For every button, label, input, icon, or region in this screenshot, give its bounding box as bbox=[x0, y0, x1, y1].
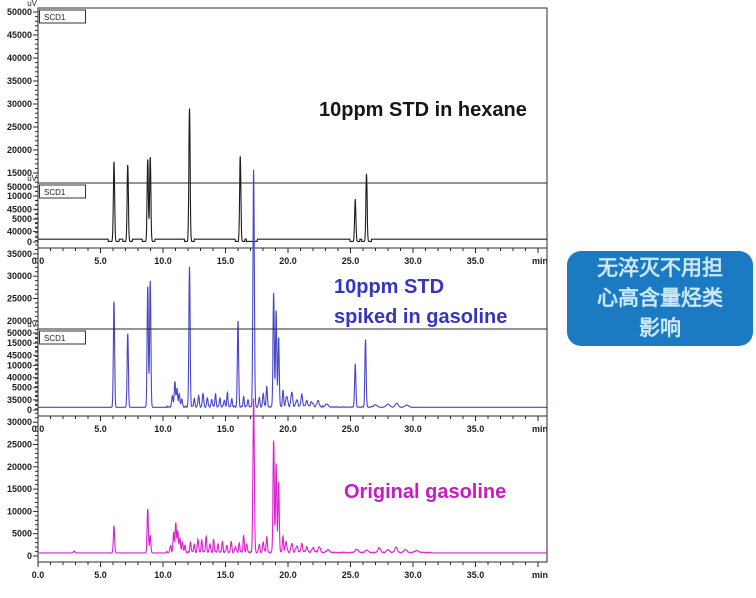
y-tick-label: 20000 bbox=[7, 316, 32, 326]
detector-badge bbox=[39, 9, 86, 24]
x-tick-label: 10.0 bbox=[154, 256, 172, 266]
x-tick-label: 20.0 bbox=[279, 424, 297, 434]
y-tick-label: 25000 bbox=[7, 294, 32, 304]
x-tick-label: 5.0 bbox=[94, 424, 107, 434]
y-tick-label: 15000 bbox=[7, 168, 32, 178]
y-tick-label: 15000 bbox=[7, 484, 32, 494]
annotation-line-3: 影响 bbox=[639, 316, 681, 340]
y-tick-label: 5000 bbox=[12, 529, 32, 539]
title-std-in-hexane: 10ppm STD in hexane bbox=[319, 99, 527, 121]
y-tick-label: 40000 bbox=[7, 373, 32, 383]
x-axis: 0.0 5.0 10.0 15.0 20.0 25.0 30.0 35.0 min bbox=[32, 248, 548, 266]
x-tick-label: 20.0 bbox=[279, 256, 297, 266]
y-tick-label: 30000 bbox=[7, 417, 32, 427]
x-axis: 0.0 5.0 10.0 15.0 20.0 25.0 30.0 35.0 min bbox=[32, 562, 548, 580]
y-tick-label: 45000 bbox=[7, 30, 32, 40]
y-tick-label: 30000 bbox=[7, 271, 32, 281]
y-tick-label: 5000 bbox=[12, 383, 32, 393]
plot-frame bbox=[37, 7, 548, 249]
x-tick-label: 15.0 bbox=[217, 424, 235, 434]
y-tick-label: 30000 bbox=[7, 99, 32, 109]
y-tick-label: 45000 bbox=[7, 204, 32, 214]
plot-frame bbox=[37, 182, 548, 417]
y-tick-label: 20000 bbox=[7, 462, 32, 472]
x-tick-label: 10.0 bbox=[154, 570, 172, 580]
trace-original-gasoline bbox=[38, 398, 547, 554]
y-tick-label: 0 bbox=[27, 551, 32, 561]
y-tick-label: 35000 bbox=[7, 395, 32, 405]
y-tick-label: 50000 bbox=[7, 7, 32, 17]
y-tick-label: 10000 bbox=[7, 360, 32, 370]
y-unit-label: uV bbox=[27, 0, 37, 8]
trace-std-in-hexane bbox=[38, 108, 547, 242]
title-std-spiked-line2: spiked in gasoline bbox=[334, 306, 508, 328]
x-tick-label: 25.0 bbox=[342, 424, 360, 434]
y-tick-label: 40000 bbox=[7, 227, 32, 237]
y-tick-label: 50000 bbox=[7, 328, 32, 338]
y-tick-label: 35000 bbox=[7, 249, 32, 259]
x-unit-label: min bbox=[532, 570, 548, 580]
y-axis: 5000045000400003500030000250002000015000… bbox=[7, 182, 38, 415]
y-tick-label: 25000 bbox=[7, 440, 32, 450]
x-tick-label: 25.0 bbox=[342, 256, 360, 266]
y-axis: 5000045000400003500030000250002000015000… bbox=[7, 328, 38, 561]
y-tick-label: 35000 bbox=[7, 76, 32, 86]
trace-std-spiked-in-gasoline bbox=[38, 169, 547, 408]
y-tick-label: 20000 bbox=[7, 145, 32, 155]
x-unit-label: min bbox=[532, 424, 548, 434]
x-tick-label: 0.0 bbox=[32, 570, 45, 580]
detector-label: SCD1 bbox=[44, 13, 66, 22]
annotation-line-2: 心高含量烃类 bbox=[597, 286, 723, 310]
y-unit-label: uV bbox=[27, 174, 37, 183]
y-tick-label: 45000 bbox=[7, 350, 32, 360]
x-tick-label: 30.0 bbox=[404, 424, 422, 434]
x-tick-label: 30.0 bbox=[404, 256, 422, 266]
y-tick-label: 0 bbox=[27, 405, 32, 415]
detector-label: SCD1 bbox=[44, 188, 66, 197]
y-tick-label: 50000 bbox=[7, 182, 32, 192]
y-tick-label: 40000 bbox=[7, 53, 32, 63]
y-tick-label: 10000 bbox=[7, 191, 32, 201]
x-tick-label: 10.0 bbox=[154, 424, 172, 434]
y-tick-label: 0 bbox=[27, 237, 32, 247]
annotation-line-1: 无淬灭不用担 bbox=[597, 256, 723, 280]
x-tick-label: 35.0 bbox=[467, 570, 485, 580]
x-unit-label: min bbox=[532, 256, 548, 266]
title-original-gasoline: Original gasoline bbox=[344, 481, 507, 503]
x-tick-label: 5.0 bbox=[94, 256, 107, 266]
x-tick-label: 35.0 bbox=[467, 424, 485, 434]
x-tick-label: 20.0 bbox=[279, 570, 297, 580]
y-unit-label: uV bbox=[27, 320, 37, 329]
x-tick-label: 15.0 bbox=[217, 256, 235, 266]
x-tick-label: 5.0 bbox=[94, 570, 107, 580]
y-tick-label: 25000 bbox=[7, 122, 32, 132]
x-tick-label: 30.0 bbox=[404, 570, 422, 580]
y-tick-label: 5000 bbox=[12, 214, 32, 224]
x-tick-label: 25.0 bbox=[342, 570, 360, 580]
title-std-spiked-line1: 10ppm STD bbox=[334, 276, 445, 298]
y-tick-label: 15000 bbox=[7, 338, 32, 348]
x-tick-label: 15.0 bbox=[217, 570, 235, 580]
detector-label: SCD1 bbox=[44, 334, 66, 343]
annotation-callout: 无淬灭不用担 心高含量烃类 影响 bbox=[567, 251, 753, 346]
y-tick-label: 10000 bbox=[7, 506, 32, 516]
detector-badge bbox=[39, 330, 86, 345]
detector-badge bbox=[39, 184, 86, 199]
x-tick-label: 35.0 bbox=[467, 256, 485, 266]
plot-frame bbox=[37, 328, 548, 563]
title-std-spiked-in-gasoline: 10ppm STD spiked in gasoline bbox=[334, 272, 507, 332]
